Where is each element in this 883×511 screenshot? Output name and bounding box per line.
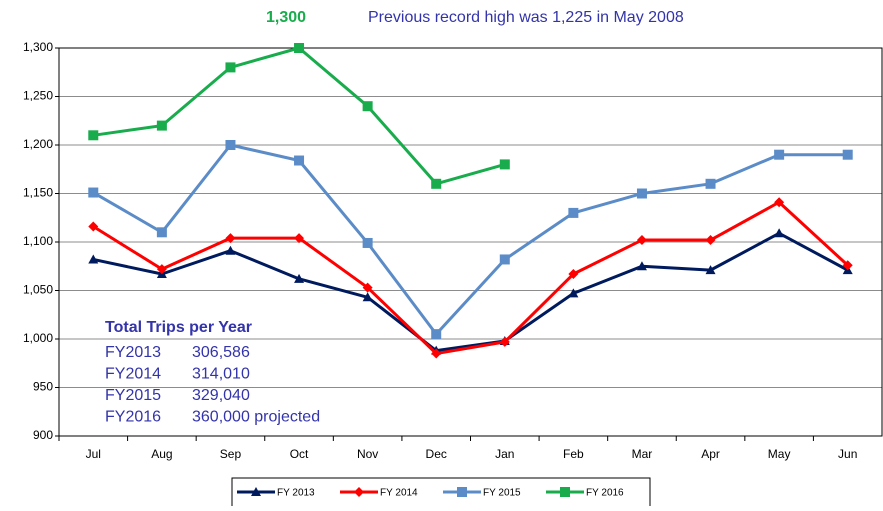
x-tick-label: Jul — [86, 447, 101, 461]
marker — [637, 189, 647, 199]
legend-label: FY 2016 — [586, 488, 624, 499]
y-tick-label: 1,200 — [23, 137, 53, 151]
x-tick-label: Mar — [632, 447, 653, 461]
trips-year: FY2016 — [105, 409, 161, 426]
y-tick-label: 1,150 — [23, 186, 53, 200]
marker — [843, 150, 853, 160]
peak-annotation: 1,300 — [266, 9, 306, 26]
trips-value: 329,040 — [192, 387, 250, 404]
chart: 1,300 Previous record high was 1,225 in … — [0, 0, 883, 506]
marker — [568, 208, 578, 218]
marker — [431, 329, 441, 339]
y-tick-label: 1,250 — [23, 89, 53, 103]
marker — [88, 188, 98, 198]
x-tick-label: Oct — [290, 447, 309, 461]
marker — [294, 43, 304, 53]
trips-value: 314,010 — [192, 366, 250, 383]
marker — [225, 62, 235, 72]
marker — [157, 227, 167, 237]
x-tick-label: May — [768, 447, 791, 461]
y-tick-label: 1,000 — [23, 331, 53, 345]
trips-value: 360,000 projected — [192, 409, 320, 426]
marker — [500, 254, 510, 264]
x-tick-label: Dec — [426, 447, 447, 461]
marker — [363, 238, 373, 248]
x-tick-label: Jan — [495, 447, 514, 461]
marker — [500, 159, 510, 169]
y-tick-label: 1,300 — [23, 40, 53, 54]
trips-year: FY2014 — [105, 366, 161, 383]
marker — [637, 235, 647, 245]
marker — [457, 487, 467, 497]
legend-label: FY 2013 — [277, 488, 315, 499]
marker — [363, 101, 373, 111]
x-tick-label: Feb — [563, 447, 584, 461]
x-tick-label: Nov — [357, 447, 378, 461]
marker — [225, 140, 235, 150]
legend-label: FY 2015 — [483, 488, 521, 499]
marker — [88, 130, 98, 140]
trips-title: Total Trips per Year — [105, 319, 252, 336]
y-tick-label: 1,050 — [23, 283, 53, 297]
trips-year: FY2013 — [105, 344, 161, 361]
marker — [706, 179, 716, 189]
y-tick-label: 950 — [33, 380, 53, 394]
legend-label: FY 2014 — [380, 488, 418, 499]
marker — [774, 228, 784, 237]
marker — [157, 121, 167, 131]
x-tick-label: Aug — [151, 447, 172, 461]
x-tick-label: Apr — [701, 447, 720, 461]
x-tick-label: Sep — [220, 447, 242, 461]
marker — [774, 150, 784, 160]
y-tick-label: 1,100 — [23, 234, 53, 248]
y-tick-label: 900 — [33, 428, 53, 442]
record-annotation: Previous record high was 1,225 in May 20… — [368, 9, 684, 26]
trips-value: 306,586 — [192, 344, 250, 361]
marker — [294, 156, 304, 166]
marker — [431, 179, 441, 189]
trips-year: FY2015 — [105, 387, 161, 404]
marker — [560, 487, 570, 497]
x-tick-label: Jun — [838, 447, 857, 461]
marker — [225, 246, 235, 255]
